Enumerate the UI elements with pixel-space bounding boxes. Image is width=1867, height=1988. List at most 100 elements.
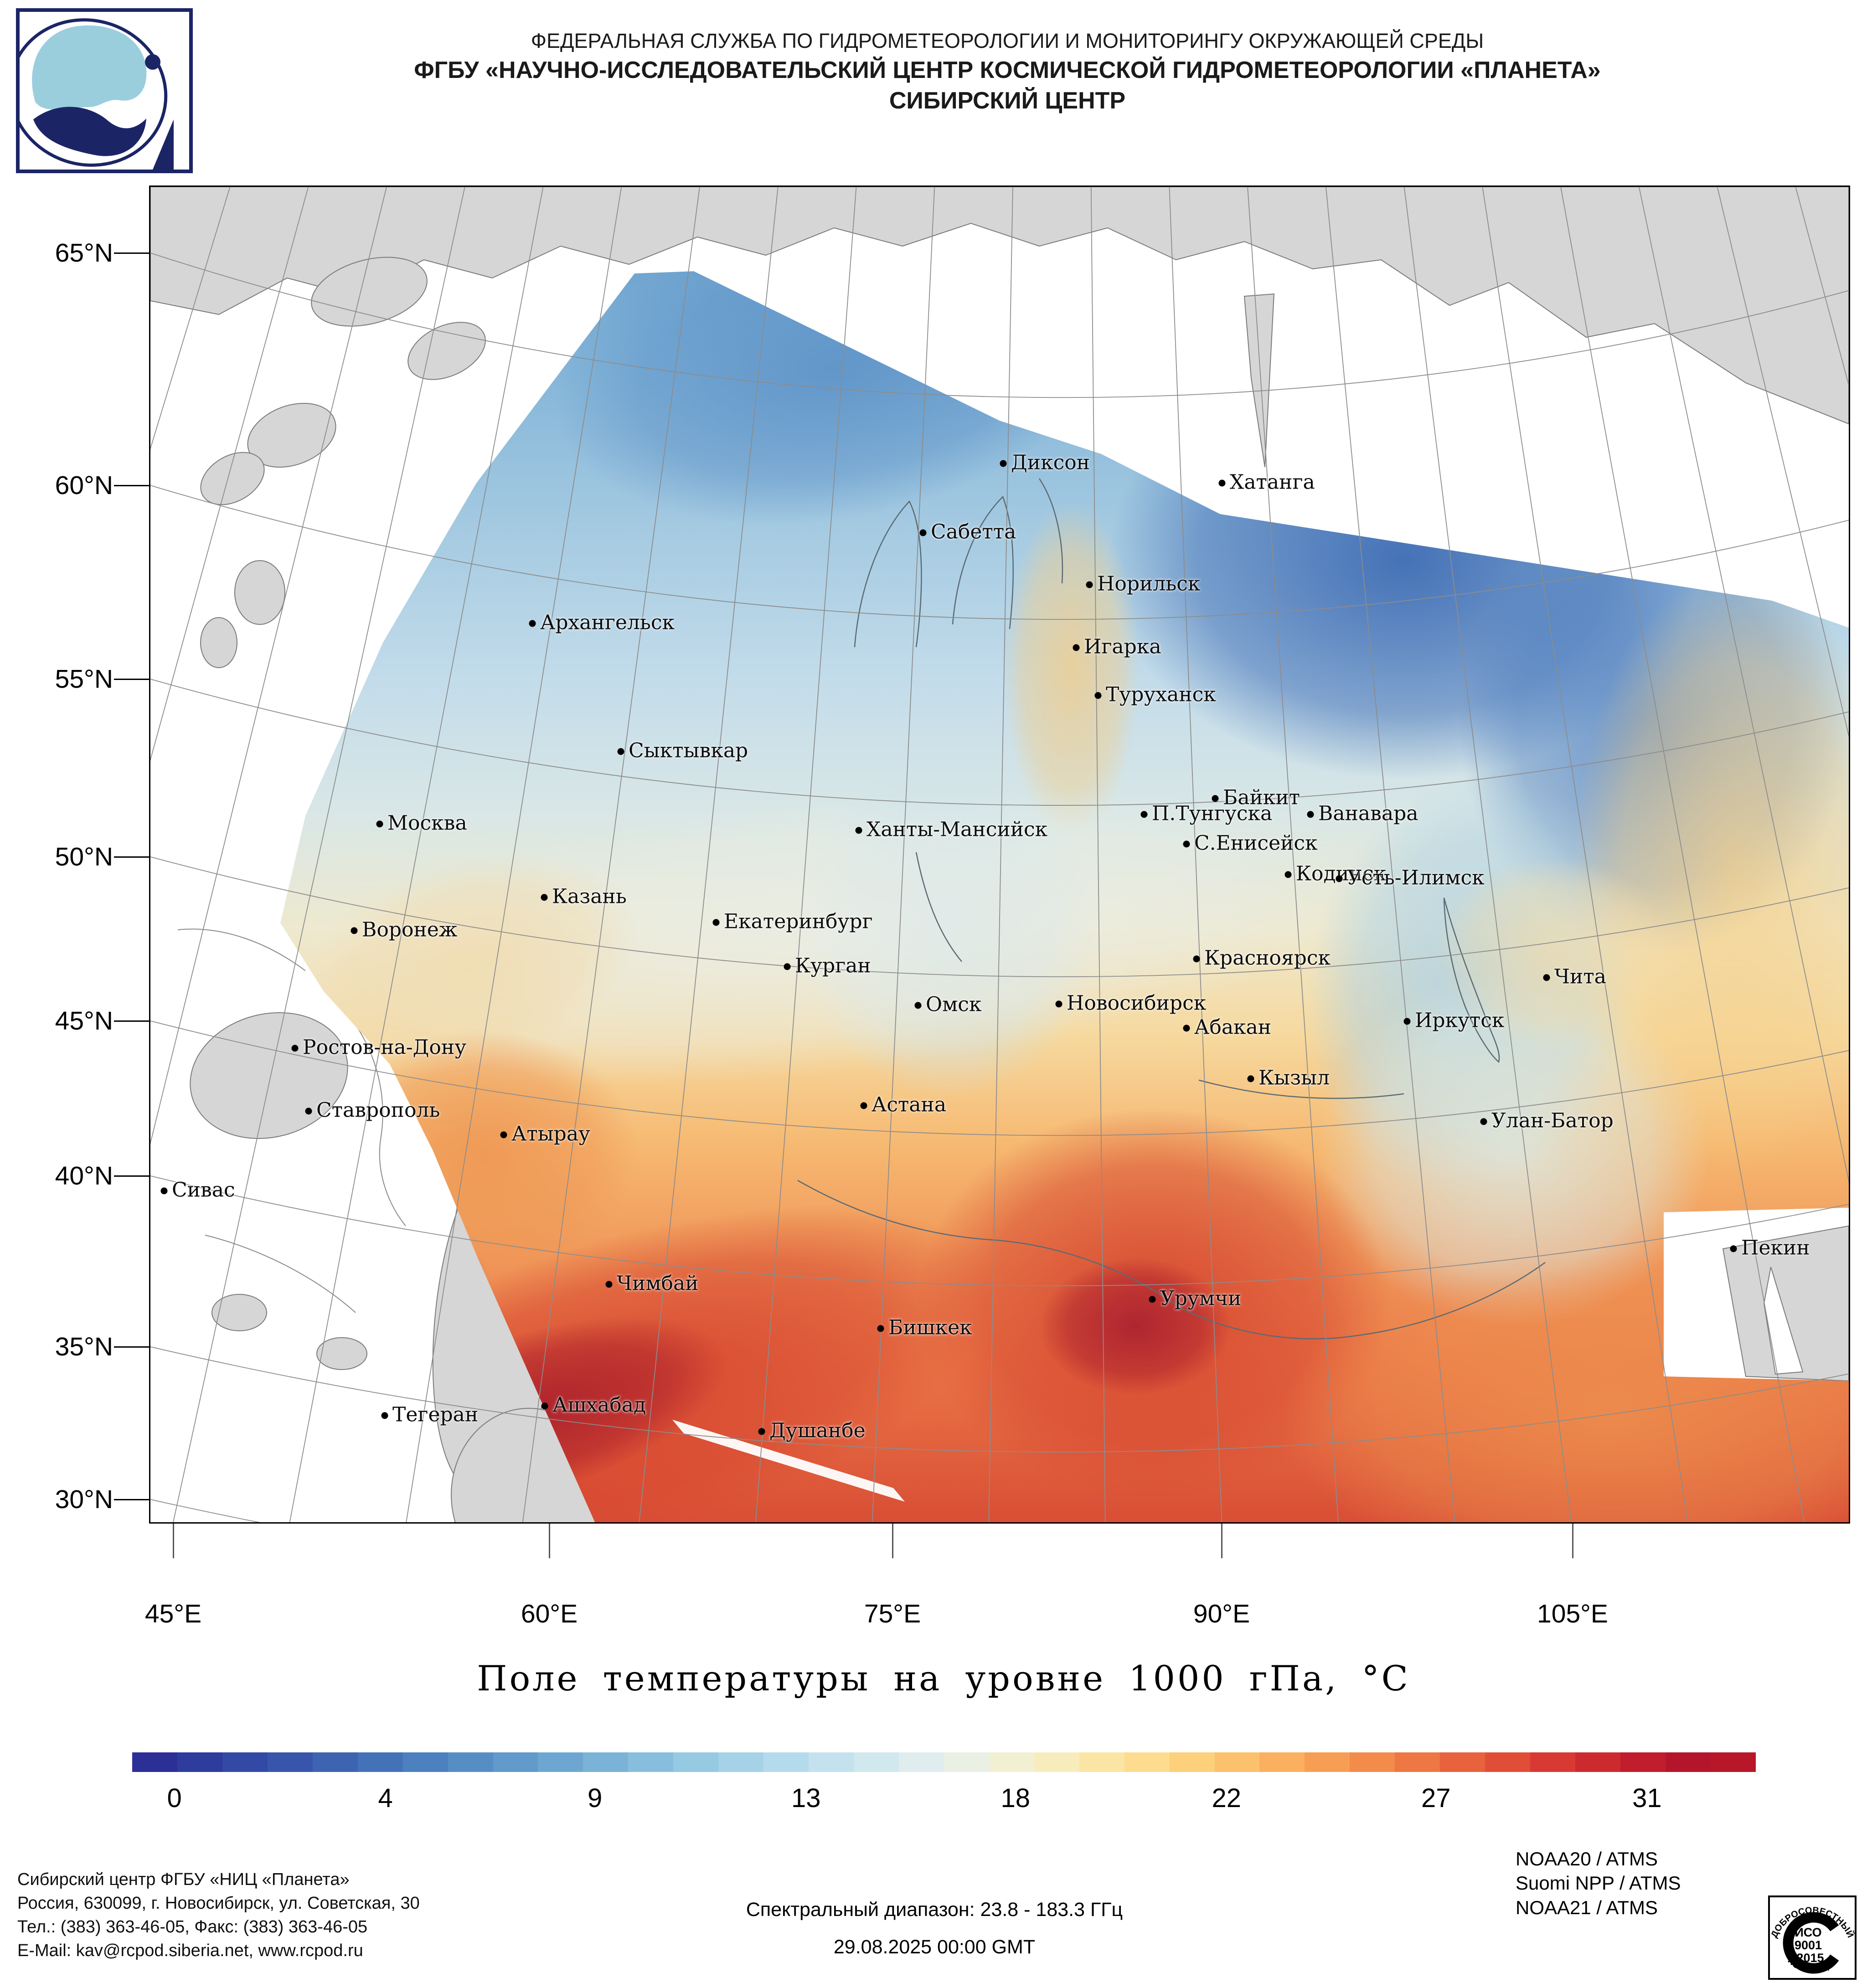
footer-org: Сибирский центр ФГБУ «НИЦ «Планета» bbox=[17, 1870, 350, 1889]
city-label: С.Енисейск bbox=[1194, 831, 1318, 855]
lake-ladoga bbox=[234, 560, 285, 625]
swath-gap bbox=[672, 1420, 905, 1502]
lat-tick bbox=[114, 485, 150, 486]
city-dot bbox=[381, 1412, 388, 1419]
city-label: Улан-Батор bbox=[1491, 1109, 1614, 1133]
city-dot bbox=[541, 894, 548, 901]
badge-2015: -2015 bbox=[1792, 1951, 1824, 1965]
colorbar-segment bbox=[1530, 1752, 1575, 1772]
satellite-1: NOAA20 / ATMS bbox=[1516, 1848, 1658, 1870]
logo-orbit bbox=[16, 18, 168, 167]
colorbar-segment bbox=[493, 1752, 538, 1772]
lat-label: 50°N bbox=[55, 842, 113, 871]
city-dot bbox=[351, 927, 358, 934]
lon-tick bbox=[1221, 1524, 1222, 1558]
city-dot bbox=[1094, 692, 1102, 699]
colorbar-segment bbox=[1575, 1752, 1620, 1772]
logo-cloud bbox=[32, 25, 147, 110]
planeta-logo bbox=[16, 8, 193, 173]
city-dot bbox=[291, 1045, 299, 1052]
black-sea bbox=[190, 1012, 348, 1139]
lon-label: 75°E bbox=[864, 1599, 921, 1628]
city-dot bbox=[500, 1131, 507, 1138]
badge-9001: 9001 bbox=[1795, 1938, 1822, 1952]
city-label: Кызыл bbox=[1258, 1066, 1330, 1090]
lat-label: 45°N bbox=[55, 1006, 113, 1035]
city-label: Новосибирск bbox=[1067, 991, 1207, 1015]
city-label: Ставрополь bbox=[316, 1098, 440, 1122]
city-dot bbox=[1403, 1018, 1411, 1025]
city-dot bbox=[529, 620, 536, 627]
colorbar-segment bbox=[448, 1752, 493, 1772]
iso-9001-badge: ДОБРОСОВЕСТНЫЙ ПОСТАВЩИК ИСО 9001 -2015 bbox=[1768, 1895, 1857, 1980]
footer-satellites: NOAA20 / ATMS Suomi NPP / ATMS NOAA21 / … bbox=[1516, 1847, 1681, 1920]
city-dot bbox=[1336, 875, 1343, 882]
temperature-field-svg bbox=[150, 187, 1849, 1522]
city-label: Игарка bbox=[1084, 635, 1161, 659]
city-label: Архангельск bbox=[540, 611, 675, 634]
colorbar-tick-label: 13 bbox=[791, 1783, 821, 1813]
city-label: Пекин bbox=[1741, 1236, 1810, 1260]
city-label: Сыктывкар bbox=[629, 739, 748, 762]
city-label: Атырау bbox=[511, 1122, 590, 1146]
badge-c-ring bbox=[1783, 1912, 1839, 1974]
colorbar-ticks: 0 4 9 13 18 22 27 31 bbox=[132, 1783, 1756, 1819]
colorbar-segment bbox=[763, 1752, 809, 1772]
colorbar-segment bbox=[1665, 1752, 1711, 1772]
lon-label: 105°E bbox=[1537, 1599, 1608, 1628]
city-label: Диксон bbox=[1011, 451, 1090, 474]
header-line2: ФГБУ «НАУЧНО-ИССЛЕДОВАТЕЛЬСКИЙ ЦЕНТР КОС… bbox=[414, 57, 1601, 83]
city-dot bbox=[1140, 811, 1148, 818]
city-label: Абакан bbox=[1194, 1015, 1272, 1039]
colorbar-tick-label: 27 bbox=[1421, 1783, 1451, 1813]
city-dot bbox=[1149, 1296, 1156, 1303]
city-dot bbox=[1218, 479, 1226, 487]
colorbar-segment bbox=[312, 1752, 358, 1772]
city-label: Сабетта bbox=[931, 520, 1016, 544]
colorbar-segment bbox=[583, 1752, 629, 1772]
lon-tick bbox=[892, 1524, 893, 1558]
city-dot bbox=[1730, 1245, 1737, 1252]
plot-title: Поле температуры на уровне 1000 гПа, °C bbox=[477, 1658, 1410, 1699]
colorbar-segment bbox=[267, 1752, 313, 1772]
water-bodies bbox=[150, 187, 1849, 1522]
colorbar-segment bbox=[1214, 1752, 1260, 1772]
korea-peninsula bbox=[1763, 1267, 1804, 1375]
city-label: Астана bbox=[872, 1093, 947, 1117]
city-dot bbox=[1247, 1075, 1254, 1082]
city-label: П.Тунгуска bbox=[1152, 802, 1273, 825]
city-label: Душанбе bbox=[769, 1419, 866, 1442]
lat-tick bbox=[114, 856, 150, 858]
city-dot bbox=[305, 1107, 312, 1115]
lon-tick bbox=[173, 1524, 174, 1558]
colorbar-segment bbox=[718, 1752, 764, 1772]
city-dot bbox=[1073, 644, 1080, 651]
satellite-2: Suomi NPP / ATMS bbox=[1516, 1872, 1681, 1894]
lat-label: 35°N bbox=[55, 1332, 113, 1361]
satellite-3: NOAA21 / ATMS bbox=[1516, 1896, 1658, 1918]
city-dot bbox=[784, 963, 791, 970]
colorbar-segment bbox=[177, 1752, 222, 1772]
city-label: Ханты-Мансийск bbox=[866, 818, 1048, 841]
lon-label: 60°E bbox=[521, 1599, 578, 1628]
footer-phone: Тел.: (383) 363-46-05, Факс: (383) 363-4… bbox=[17, 1917, 368, 1937]
khatanga-gulf bbox=[1243, 293, 1275, 468]
colorbar-tick-label: 31 bbox=[1632, 1783, 1662, 1813]
lat-label: 65°N bbox=[55, 238, 113, 268]
lon-label: 45°E bbox=[144, 1599, 202, 1628]
colorbar-segment bbox=[1440, 1752, 1485, 1772]
white-sea bbox=[247, 402, 336, 468]
spectral-range: Спектральный диапазон: 23.8 - 183.3 ГГц bbox=[746, 1899, 1123, 1921]
city-dot bbox=[712, 919, 720, 926]
colorbar-segment bbox=[402, 1752, 448, 1772]
colorbar-segment bbox=[1620, 1752, 1666, 1772]
footer-email: E-Mail: kav@rcpod.siberia.net, www.rcpod… bbox=[17, 1941, 363, 1961]
colorbar-segment bbox=[1305, 1752, 1350, 1772]
city-dot bbox=[160, 1187, 168, 1195]
lat-label: 30°N bbox=[55, 1485, 113, 1514]
footer-address: Россия, 630099, г. Новосибирск, ул. Сове… bbox=[17, 1894, 420, 1913]
city-label: Воронеж bbox=[362, 918, 458, 942]
city-label: Ашхабад bbox=[552, 1393, 646, 1417]
lat-tick bbox=[114, 1175, 150, 1177]
colorbar-segment bbox=[898, 1752, 944, 1772]
